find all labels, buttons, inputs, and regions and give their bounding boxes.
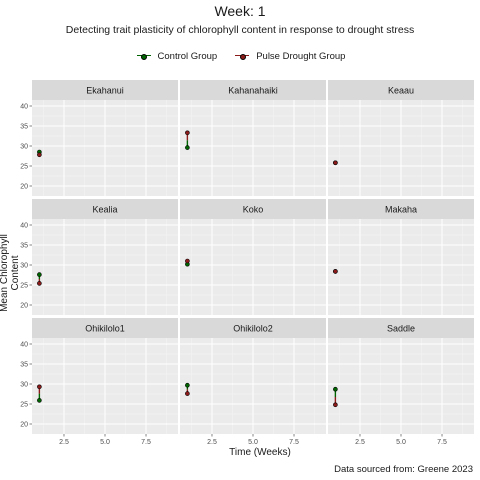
y-tick-label: 25 xyxy=(20,283,28,290)
facet-label-ekahanui: Ekahanui xyxy=(86,86,124,96)
y-tick-label: 35 xyxy=(20,124,28,131)
point-drought-kealia xyxy=(37,281,42,286)
legend-label-control: Control Group xyxy=(157,50,218,62)
y-tick-label: 40 xyxy=(20,104,28,111)
x-tick-label: 5.0 xyxy=(396,439,406,446)
facet-label-kealia: Kealia xyxy=(92,205,117,215)
legend-key-control xyxy=(135,49,153,63)
y-axis-label: Mean Chlorophyll Content xyxy=(0,234,21,312)
chart-title: Week: 1 xyxy=(214,3,266,19)
legend-point-control xyxy=(141,53,148,60)
point-drought-makaha xyxy=(333,269,338,274)
facet-label-ohikilolo2: Ohikilolo2 xyxy=(233,324,273,334)
point-drought-saddle xyxy=(333,402,338,408)
y-tick-label: 35 xyxy=(20,243,28,250)
legend-point-drought xyxy=(239,53,246,60)
facet-label-keaau: Keaau xyxy=(388,86,414,96)
facet-label-makaha: Makaha xyxy=(385,205,417,215)
legend: Control Group Pulse Drought Group xyxy=(0,49,480,63)
facet-strip-kealia xyxy=(32,199,178,219)
chart-subtitle: Detecting trait plasticity of chlorophyl… xyxy=(65,24,415,36)
y-tick-label: 25 xyxy=(20,164,28,171)
facet-strip-ohikilolo1 xyxy=(32,318,178,338)
point-control-kealia xyxy=(37,272,42,277)
point-drought-keaau xyxy=(333,160,338,166)
facet-label-koko: Koko xyxy=(243,205,264,215)
y-tick-label: 20 xyxy=(20,422,28,429)
point-control-ohikilolo1 xyxy=(37,398,42,403)
facet-label-ohikilolo1: Ohikilolo1 xyxy=(85,324,125,334)
y-tick-label: 30 xyxy=(20,144,28,151)
legend-label-drought: Pulse Drought Group xyxy=(256,50,346,62)
point-drought-ohikilolo2 xyxy=(185,391,190,396)
x-tick-label: 5.0 xyxy=(100,439,110,446)
y-tick-label: 20 xyxy=(20,303,28,310)
point-drought-kahanahaiki xyxy=(185,130,190,136)
y-tick-label: 25 xyxy=(20,402,28,409)
point-drought-ekahanui xyxy=(37,152,42,158)
y-tick-label: 30 xyxy=(20,382,28,389)
legend-key-drought xyxy=(233,49,251,63)
facet-strip-saddle xyxy=(328,318,474,338)
x-tick-label: 7.5 xyxy=(437,439,447,446)
facet-label-saddle: Saddle xyxy=(387,324,415,334)
legend-item-control: Control Group xyxy=(135,49,218,63)
y-tick-label: 40 xyxy=(20,223,28,230)
chart-caption: Data sourced from: Greene 2023 xyxy=(334,464,473,475)
point-control-saddle xyxy=(333,386,338,392)
x-axis-label: Time (Weeks) xyxy=(229,447,291,458)
x-tick-label: 7.5 xyxy=(141,439,151,446)
facet-strip-keaau xyxy=(328,80,474,100)
y-tick-label: 35 xyxy=(20,362,28,369)
x-tick-label: 2.5 xyxy=(207,439,217,446)
point-control-ohikilolo2 xyxy=(185,382,190,388)
facet-strip-kahanahaiki xyxy=(180,80,326,100)
x-tick-label: 2.5 xyxy=(355,439,365,446)
y-tick-label: 30 xyxy=(20,263,28,270)
y-tick-label: 40 xyxy=(20,342,28,349)
facet-strip-makaha xyxy=(328,199,474,219)
x-tick-label: 2.5 xyxy=(59,439,69,446)
facet-strip-koko xyxy=(180,199,326,219)
x-tick-label: 7.5 xyxy=(289,439,299,446)
facet-strip-ekahanui xyxy=(32,80,178,100)
legend-item-drought: Pulse Drought Group xyxy=(233,49,345,63)
x-tick-label: 5.0 xyxy=(248,439,258,446)
point-control-kahanahaiki xyxy=(185,145,190,150)
y-tick-label: 20 xyxy=(20,184,28,191)
point-drought-koko xyxy=(185,258,190,264)
facet-strip-ohikilolo2 xyxy=(180,318,326,338)
point-drought-ohikilolo1 xyxy=(37,384,42,390)
facet-label-kahanahaiki: Kahanahaiki xyxy=(228,86,278,96)
